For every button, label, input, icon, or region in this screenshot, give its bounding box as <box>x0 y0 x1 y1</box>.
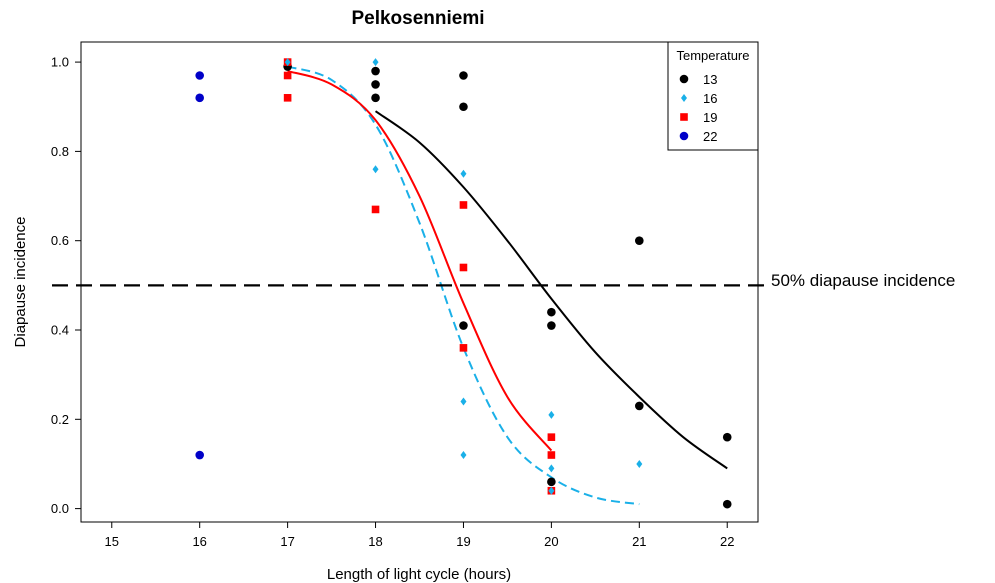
point-temp-22 <box>195 71 204 80</box>
point-temp-16 <box>548 464 555 473</box>
reference-line-label: 50% diapause incidence <box>771 271 955 290</box>
chart-title: Pelkosenniemi <box>351 8 484 29</box>
point-temp-13 <box>459 102 468 112</box>
y-axis: 0.0 0.2 0.4 0.6 0.8 1.0 <box>51 55 81 516</box>
point-temp-19 <box>459 263 468 272</box>
x-tick-label: 18 <box>368 534 382 549</box>
point-temp-16 <box>284 58 291 67</box>
point-temp-13 <box>459 71 468 80</box>
fit-curve-13 <box>374 110 728 470</box>
y-tick-label: 0.2 <box>51 412 69 427</box>
x-axis: 15 16 17 18 19 20 21 22 <box>105 522 734 549</box>
point-temp-16 <box>372 58 379 67</box>
data-points <box>195 58 732 509</box>
point-temp-16 <box>460 451 467 460</box>
legend-label-19: 19 <box>703 110 717 125</box>
legend: Temperature 13 16 19 22 <box>667 41 759 151</box>
point-temp-13 <box>635 401 644 411</box>
point-temp-19 <box>283 71 292 80</box>
y-tick-label: 0.4 <box>51 323 69 338</box>
y-tick-label: 0.0 <box>51 501 69 516</box>
fit-curve-19 <box>287 70 553 452</box>
point-temp-13 <box>547 321 556 330</box>
point-temp-13 <box>722 432 732 442</box>
point-temp-13 <box>635 236 644 245</box>
legend-label-16: 16 <box>703 91 717 106</box>
point-temp-13 <box>547 307 556 317</box>
point-temp-13 <box>547 477 556 487</box>
point-temp-13 <box>371 80 380 89</box>
y-tick-label: 0.8 <box>51 144 69 159</box>
x-axis-label: Length of light cycle (hours) <box>327 566 511 583</box>
point-temp-13 <box>722 499 732 509</box>
x-tick-label: 17 <box>280 534 294 549</box>
x-tick-label: 21 <box>632 534 646 549</box>
legend-label-13: 13 <box>703 72 717 87</box>
point-temp-13 <box>371 66 380 76</box>
point-temp-19 <box>547 451 556 459</box>
x-tick-label: 16 <box>192 534 206 549</box>
legend-marker-13 <box>679 74 689 84</box>
y-axis-label: Diapause incidence <box>12 217 29 348</box>
point-temp-22 <box>195 450 204 460</box>
point-temp-19 <box>459 344 468 352</box>
legend-marker-19 <box>680 113 688 121</box>
fitted-curves <box>287 65 728 506</box>
y-tick-label: 1.0 <box>51 55 69 70</box>
point-temp-22 <box>195 93 204 103</box>
x-tick-label: 22 <box>720 534 734 549</box>
legend-marker-22 <box>679 131 689 141</box>
point-temp-16 <box>636 459 643 468</box>
point-temp-19 <box>283 94 292 102</box>
y-tick-label: 0.6 <box>51 233 69 248</box>
point-temp-16 <box>548 410 555 419</box>
point-temp-16 <box>460 397 467 406</box>
legend-label-22: 22 <box>703 129 717 144</box>
point-temp-16 <box>548 486 555 495</box>
x-tick-label: 19 <box>456 534 470 549</box>
legend-title: Temperature <box>677 48 750 63</box>
point-temp-13 <box>459 321 468 330</box>
x-tick-label: 15 <box>105 534 119 549</box>
point-temp-16 <box>460 169 467 178</box>
point-temp-19 <box>371 205 380 214</box>
fit-curve-16 <box>287 65 640 506</box>
point-temp-19 <box>459 201 468 209</box>
point-temp-19 <box>547 433 556 441</box>
point-temp-13 <box>371 93 380 103</box>
plot-frame <box>80 41 759 523</box>
x-tick-label: 20 <box>544 534 558 549</box>
legend-marker-16 <box>681 94 687 102</box>
point-temp-16 <box>372 165 379 174</box>
